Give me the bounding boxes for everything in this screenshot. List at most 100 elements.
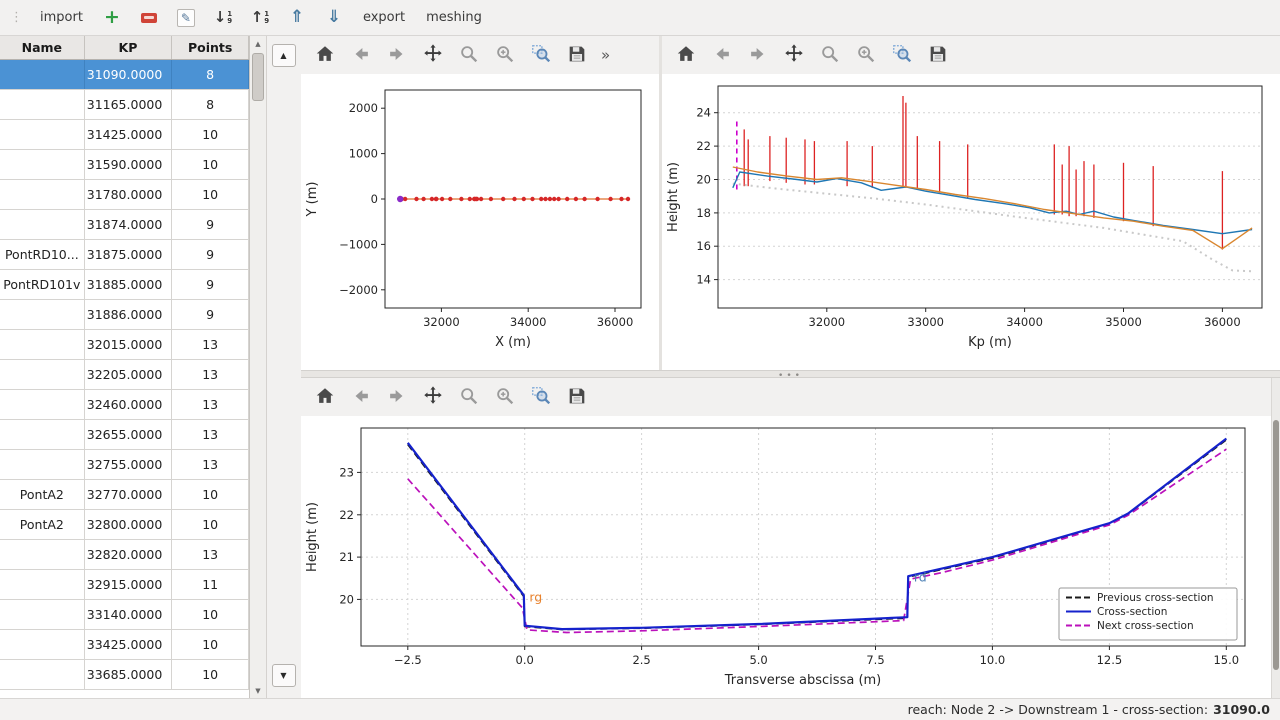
cell-name[interactable] [0,600,85,629]
profile-figure[interactable]: 32000 33000 34000 35000 36000 14 16 18 20 22 24 Kp … [662,74,1280,370]
table-row[interactable]: 33685.0000 10 [0,660,249,690]
zoom-area-button[interactable] [526,40,556,70]
cell-name[interactable] [0,450,85,479]
cell-points[interactable]: 13 [172,540,249,569]
cell-name[interactable] [0,420,85,449]
table-row[interactable]: PontRD10... 31875.0000 9 [0,240,249,270]
table-row[interactable]: 31425.0000 10 [0,120,249,150]
cell-kp[interactable]: 32800.0000 [85,510,173,539]
cell-points[interactable]: 13 [172,360,249,389]
zoom-in-button[interactable] [490,382,520,412]
cell-points[interactable]: 13 [172,420,249,449]
zoom-in-button[interactable] [851,40,881,70]
table-scrollbar-track[interactable] [250,51,266,683]
cell-kp[interactable]: 32205.0000 [85,360,173,389]
home-button[interactable] [310,382,340,412]
cell-kp[interactable]: 31886.0000 [85,300,173,329]
cell-points[interactable]: 8 [172,60,249,89]
cell-name[interactable] [0,570,85,599]
forward-button[interactable] [382,382,412,412]
bottom-scrollbar[interactable] [1271,378,1280,698]
cell-kp[interactable]: 31875.0000 [85,240,173,269]
move-up-button[interactable] [285,5,309,31]
import-button[interactable]: import [40,10,83,25]
cell-name[interactable] [0,180,85,209]
cell-name[interactable]: PontA2 [0,480,85,509]
cell-kp[interactable]: 31090.0000 [85,60,173,89]
move-down-button[interactable] [322,5,346,31]
back-button[interactable] [346,40,376,70]
cell-points[interactable]: 10 [172,480,249,509]
cell-points[interactable]: 11 [172,570,249,599]
add-cross-section-button[interactable] [100,5,124,31]
table-row[interactable]: 32915.0000 11 [0,570,249,600]
table-row[interactable]: 31874.0000 9 [0,210,249,240]
vertical-splitter[interactable] [659,36,662,370]
cell-points[interactable]: 9 [172,210,249,239]
table-row[interactable]: 31590.0000 10 [0,150,249,180]
table-row[interactable]: 32755.0000 13 [0,450,249,480]
cell-name[interactable] [0,390,85,419]
cell-kp[interactable]: 32915.0000 [85,570,173,599]
table-row[interactable]: 33140.0000 10 [0,600,249,630]
table-row[interactable]: 31090.0000 8 [0,60,249,90]
back-button[interactable] [707,40,737,70]
table-row[interactable]: 31780.0000 10 [0,180,249,210]
table-scrollbar-thumb[interactable] [252,53,264,101]
cell-name[interactable] [0,360,85,389]
column-header-name[interactable]: Name [0,36,85,59]
table-row[interactable]: PontRD101v 31885.0000 9 [0,270,249,300]
cell-kp[interactable]: 31425.0000 [85,120,173,149]
cell-points[interactable]: 10 [172,120,249,149]
cell-points[interactable]: 10 [172,150,249,179]
pan-button[interactable] [779,40,809,70]
table-row[interactable]: 32015.0000 13 [0,330,249,360]
cell-name[interactable] [0,150,85,179]
edit-button[interactable] [174,5,198,31]
toolbar-overflow-button[interactable]: » [601,46,611,64]
sort-ascending-button[interactable] [211,5,235,31]
table-row[interactable]: 31165.0000 8 [0,90,249,120]
cell-kp[interactable]: 31780.0000 [85,180,173,209]
cell-kp[interactable]: 32655.0000 [85,420,173,449]
cell-points[interactable]: 13 [172,450,249,479]
table-row[interactable]: 32655.0000 13 [0,420,249,450]
cell-kp[interactable]: 32755.0000 [85,450,173,479]
column-header-kp[interactable]: KP [85,36,173,59]
zoom-in-button[interactable] [490,40,520,70]
table-row[interactable]: 32820.0000 13 [0,540,249,570]
table-scrollbar[interactable] [250,36,267,698]
cell-points[interactable]: 13 [172,330,249,359]
horizontal-splitter[interactable] [301,370,1280,378]
cross-section-chart[interactable]: rg rd −2.5 0.0 2.5 5.0 7.5 10.0 12.5 15.0 20 21 22 23… [301,416,1261,696]
cell-kp[interactable]: 31590.0000 [85,150,173,179]
scroll-up-arrow-icon[interactable] [250,36,266,51]
cell-points[interactable]: 9 [172,240,249,269]
trace-figure[interactable]: 32000 34000 36000 2000 1000 0 −1000 −2000 X (m) Y… [301,74,659,370]
table-row[interactable]: PontA2 32800.0000 10 [0,510,249,540]
save-button[interactable] [562,40,592,70]
back-button[interactable] [346,382,376,412]
meshing-button[interactable]: meshing [426,10,482,25]
cross-section-figure[interactable]: rg rd −2.5 0.0 2.5 5.0 7.5 10.0 12.5 15.0 20 21 22 23… [301,416,1271,698]
cell-points[interactable]: 10 [172,600,249,629]
cell-name[interactable] [0,210,85,239]
cell-kp[interactable]: 32015.0000 [85,330,173,359]
save-button[interactable] [562,382,592,412]
cell-name[interactable] [0,300,85,329]
cell-points[interactable]: 10 [172,510,249,539]
cell-points[interactable]: 8 [172,90,249,119]
zoom-button[interactable] [815,40,845,70]
cell-name[interactable] [0,630,85,659]
table-row[interactable]: PontA2 32770.0000 10 [0,480,249,510]
cell-name[interactable]: PontRD10... [0,240,85,269]
cell-points[interactable]: 13 [172,390,249,419]
save-button[interactable] [923,40,953,70]
cell-name[interactable]: PontA2 [0,510,85,539]
cell-name[interactable] [0,330,85,359]
cell-name[interactable] [0,660,85,689]
cell-kp[interactable]: 32820.0000 [85,540,173,569]
table-row[interactable]: 31886.0000 9 [0,300,249,330]
home-button[interactable] [310,40,340,70]
cell-points[interactable]: 10 [172,660,249,689]
